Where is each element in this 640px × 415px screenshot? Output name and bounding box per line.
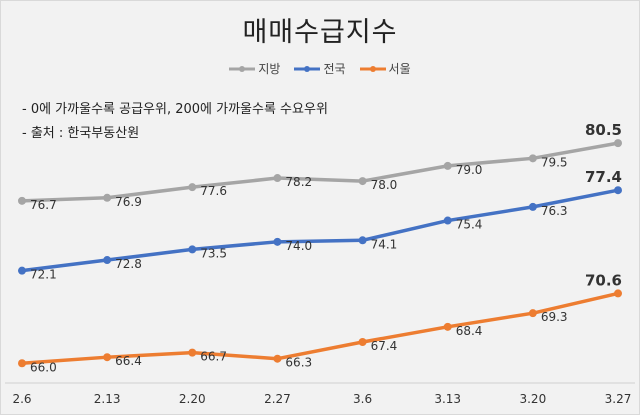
x-tick-label: 2.6 xyxy=(12,392,31,406)
data-label: 73.5 xyxy=(200,246,227,260)
data-point xyxy=(273,354,282,363)
data-point xyxy=(273,174,282,183)
data-point xyxy=(614,289,622,298)
data-label: 67.4 xyxy=(371,339,398,353)
legend-marker-jibang xyxy=(229,65,256,72)
data-point xyxy=(18,359,26,368)
note-scale: - 0에 가까울수록 공급우위, 200에 가까울수록 수요우위 xyxy=(22,102,328,117)
data-point xyxy=(614,186,622,195)
data-point xyxy=(103,256,112,265)
data-label: 77.6 xyxy=(200,184,227,198)
legend-label-national: 전국 xyxy=(323,62,346,76)
data-point xyxy=(358,177,367,186)
data-label: 75.4 xyxy=(456,218,483,232)
data-point xyxy=(358,236,367,245)
data-label: 66.7 xyxy=(200,350,227,364)
x-tick-label: 2.13 xyxy=(94,392,121,406)
series-line-0 xyxy=(21,141,619,203)
data-label: 79.5 xyxy=(541,155,568,169)
data-point xyxy=(273,237,282,246)
x-tick-label: 2.20 xyxy=(179,392,206,406)
data-label: 68.4 xyxy=(456,324,483,338)
data-point xyxy=(443,216,452,225)
data-point xyxy=(358,338,367,347)
legend: 지방 전국 서울 xyxy=(0,60,640,77)
data-point xyxy=(528,309,537,318)
data-point xyxy=(103,353,112,362)
x-tick-label: 3.13 xyxy=(434,392,461,406)
data-point xyxy=(188,348,197,357)
data-label: 77.4 xyxy=(585,168,622,186)
data-label: 74.0 xyxy=(285,239,312,253)
data-point xyxy=(103,193,112,202)
chart-title: 매매수급지수 xyxy=(242,17,398,48)
data-label: 76.3 xyxy=(541,204,568,218)
data-label: 66.4 xyxy=(115,354,142,368)
x-tick-label: 3.20 xyxy=(519,392,546,406)
x-tick-label: 3.6 xyxy=(353,392,372,406)
data-point xyxy=(18,196,26,205)
data-point xyxy=(443,161,452,170)
legend-item-seoul: 서울 xyxy=(359,60,411,77)
data-label: 79.0 xyxy=(456,163,483,177)
legend-label-jibang: 지방 xyxy=(258,62,281,76)
chart-notes: - 0에 가까울수록 공급우위, 200에 가까울수록 수요우위 - 출처 : … xyxy=(22,98,328,146)
note-source: - 출처 : 한국부동산원 xyxy=(22,126,140,141)
data-point xyxy=(528,154,537,163)
data-point xyxy=(614,139,622,148)
data-label: 80.5 xyxy=(585,121,622,139)
data-label: 74.1 xyxy=(371,237,398,251)
data-label: 69.3 xyxy=(541,310,568,324)
data-label: 78.2 xyxy=(285,175,312,189)
legend-label-seoul: 서울 xyxy=(388,62,411,76)
data-label: 70.6 xyxy=(585,271,622,289)
data-label: 72.8 xyxy=(115,257,142,271)
legend-marker-seoul xyxy=(359,65,386,72)
data-label: 66.0 xyxy=(30,360,57,374)
data-point xyxy=(443,322,452,331)
data-point xyxy=(528,202,537,211)
x-tick-label: 2.27 xyxy=(264,392,291,406)
legend-item-national: 전국 xyxy=(294,60,346,77)
data-point xyxy=(18,266,26,275)
x-tick-label: 3.27 xyxy=(605,392,632,406)
series-line-2 xyxy=(21,291,619,366)
data-label: 72.1 xyxy=(30,268,57,282)
legend-item-jibang: 지방 xyxy=(229,60,280,77)
data-label: 76.7 xyxy=(30,198,57,212)
data-label: 76.9 xyxy=(115,195,142,209)
data-label: 78.0 xyxy=(371,178,398,192)
series-line-1 xyxy=(21,188,619,273)
data-point xyxy=(188,245,197,254)
legend-marker-national xyxy=(294,65,321,72)
data-label: 66.3 xyxy=(285,356,312,370)
data-point xyxy=(188,183,197,192)
